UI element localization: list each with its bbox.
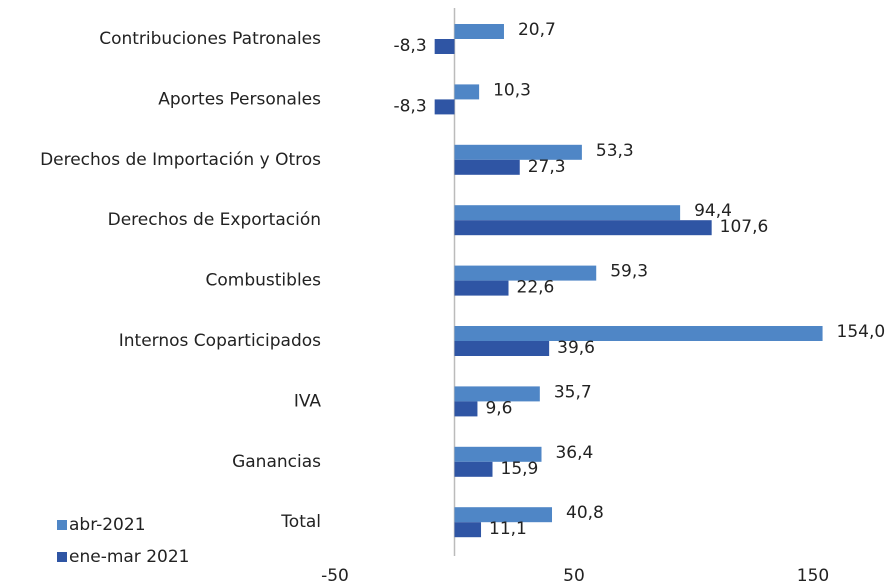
- category-label: Internos Coparticipados: [119, 331, 321, 351]
- bar: [454, 522, 482, 538]
- bar: [454, 159, 520, 175]
- value-label: 40,8: [566, 503, 604, 523]
- value-label: 9,6: [485, 398, 512, 418]
- value-label: 94,4: [694, 201, 732, 221]
- bar: [454, 326, 823, 341]
- value-label: 36,4: [555, 443, 593, 463]
- value-label: -8,3: [393, 96, 426, 116]
- value-label: 22,6: [517, 278, 555, 298]
- value-label: 15,9: [501, 459, 539, 479]
- legend-swatch: [57, 552, 67, 562]
- value-label: 39,6: [557, 338, 595, 358]
- category-label: Derechos de Importación y Otros: [40, 150, 321, 170]
- bar: [454, 461, 493, 477]
- value-label: 59,3: [610, 262, 648, 282]
- value-label: 10,3: [493, 80, 531, 100]
- legend-label: abr-2021: [69, 515, 146, 535]
- category-label: Combustibles: [206, 271, 322, 291]
- value-label: 107,6: [720, 217, 769, 237]
- bar: [454, 144, 582, 160]
- category-label: Derechos de Exportación: [108, 210, 321, 230]
- category-label: Ganancias: [232, 452, 321, 472]
- category-label: Contribuciones Patronales: [99, 29, 321, 49]
- x-tick-label: -50: [321, 566, 349, 585]
- bar: [454, 507, 553, 523]
- value-label: 53,3: [596, 141, 634, 161]
- bar: [454, 280, 509, 296]
- value-label: 27,3: [528, 157, 566, 177]
- bar: [434, 99, 455, 115]
- category-label: IVA: [294, 391, 322, 411]
- x-tick-label: 50: [563, 566, 585, 585]
- bar: [454, 446, 542, 462]
- bar: [454, 386, 540, 402]
- legend-label: ene-mar 2021: [69, 547, 189, 567]
- x-tick-label: 150: [797, 566, 829, 585]
- category-label: Aportes Personales: [158, 89, 321, 109]
- category-label: Total: [280, 512, 321, 532]
- value-label: 20,7: [518, 20, 556, 40]
- bar: [454, 220, 712, 236]
- bar: [454, 24, 504, 39]
- bar: [454, 401, 478, 417]
- bar: [454, 341, 550, 356]
- value-label: -8,3: [393, 36, 426, 56]
- bar: [454, 205, 681, 221]
- legend-swatch: [57, 520, 67, 530]
- value-label: 154,0: [837, 322, 886, 342]
- value-label: 35,7: [554, 382, 592, 402]
- bar: [454, 265, 597, 281]
- bar: [454, 84, 480, 100]
- value-label: 11,1: [489, 519, 527, 539]
- bar: [434, 39, 455, 54]
